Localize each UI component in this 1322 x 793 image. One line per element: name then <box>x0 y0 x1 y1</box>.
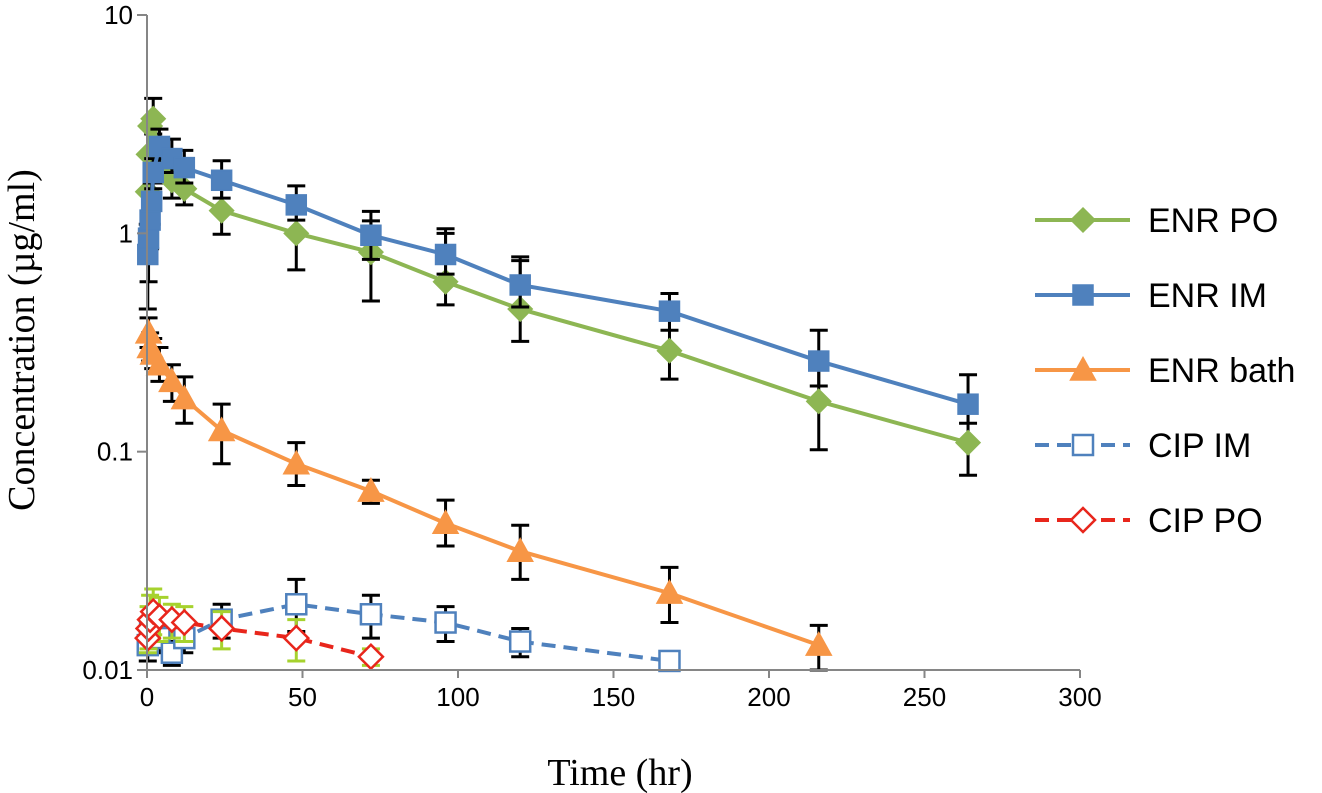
data-point <box>656 337 683 364</box>
data-point <box>658 649 681 673</box>
series-enr-im <box>137 127 979 425</box>
y-axis-title: Concentration (µg/ml) <box>1 169 43 511</box>
y-tick-label: 0.1 <box>97 437 133 467</box>
series-line <box>146 332 820 648</box>
error-bars <box>144 96 978 477</box>
data-point <box>359 603 383 626</box>
legend-item-cip-po: CIP PO <box>1035 502 1263 540</box>
x-tick-label: 250 <box>903 682 946 712</box>
series-line <box>145 608 372 659</box>
legend-swatch-marker <box>1069 206 1097 234</box>
series-line <box>145 602 670 663</box>
data-point <box>357 642 385 671</box>
series-line <box>145 142 969 407</box>
series-line <box>145 111 969 445</box>
data-point <box>506 537 534 562</box>
markers <box>137 135 979 415</box>
y-ticks: 0.01 0.1 1 10 <box>82 0 147 685</box>
data-point <box>170 384 199 410</box>
data-point <box>139 209 161 231</box>
data-point <box>655 579 684 604</box>
axes: 0.01 0.1 1 10 0 50 100 150 200 250 300 <box>82 0 1101 712</box>
x-ticks: 0 50 100 150 200 250 300 <box>140 670 1102 712</box>
legend-swatch-marker <box>1069 355 1097 381</box>
data-point <box>804 631 833 656</box>
y-tick-label: 1 <box>119 218 133 248</box>
data-point <box>957 393 979 415</box>
data-point <box>137 227 160 249</box>
y-tick-label: 0.01 <box>82 655 133 685</box>
data-point <box>285 194 308 216</box>
data-point <box>207 416 236 442</box>
data-point <box>140 190 163 213</box>
x-tick-label: 100 <box>436 682 479 712</box>
legend-item-enr-po: ENR PO <box>1035 202 1278 240</box>
plot-area <box>134 96 982 673</box>
data-point <box>207 614 236 643</box>
legend-item-enr-bath: ENR bath <box>1035 352 1295 390</box>
data-point <box>145 350 174 376</box>
legend-swatch-marker <box>1071 433 1095 457</box>
data-point <box>805 388 832 415</box>
data-point <box>508 630 532 653</box>
data-point <box>142 161 164 184</box>
data-point <box>282 449 311 475</box>
x-axis-title: Time (hr) <box>547 752 692 793</box>
data-point <box>170 608 199 637</box>
data-point <box>808 350 830 372</box>
legend-label: ENR PO <box>1148 202 1278 240</box>
x-tick-label: 150 <box>592 682 635 712</box>
markers <box>134 105 982 456</box>
data-point <box>431 509 460 535</box>
x-tick-label: 200 <box>747 682 790 712</box>
error-bars <box>138 127 978 425</box>
legend-swatch-marker <box>1072 284 1094 306</box>
y-tick-label: 10 <box>104 0 133 30</box>
data-point <box>658 300 681 322</box>
data-point <box>954 429 982 456</box>
legend-item-enr-im: ENR IM <box>1035 277 1267 315</box>
data-point <box>360 224 382 246</box>
x-tick-label: 0 <box>140 682 154 712</box>
x-tick-label: 50 <box>288 682 317 712</box>
series-enr-po <box>134 96 982 477</box>
data-point <box>210 169 233 192</box>
data-point <box>208 197 235 224</box>
data-point <box>432 268 459 295</box>
data-point <box>158 367 186 393</box>
data-point <box>434 611 457 634</box>
legend-item-cip-im: CIP IM <box>1035 427 1251 465</box>
legend-label: CIP IM <box>1148 427 1251 465</box>
data-point <box>357 477 385 502</box>
data-point <box>173 156 196 179</box>
data-point <box>509 274 531 296</box>
data-point <box>282 624 311 652</box>
legend-swatch-marker <box>1069 506 1097 534</box>
legend-label: ENR IM <box>1148 277 1267 315</box>
data-point <box>285 593 308 616</box>
data-point <box>507 295 534 323</box>
legend-label: CIP PO <box>1148 502 1263 540</box>
data-point <box>434 243 457 266</box>
x-tick-label: 300 <box>1058 682 1101 712</box>
legend: ENR PO ENR IM ENR bath CIP IM CIP PO <box>1035 202 1295 540</box>
legend-label: ENR bath <box>1148 352 1295 390</box>
data-point <box>283 220 310 247</box>
